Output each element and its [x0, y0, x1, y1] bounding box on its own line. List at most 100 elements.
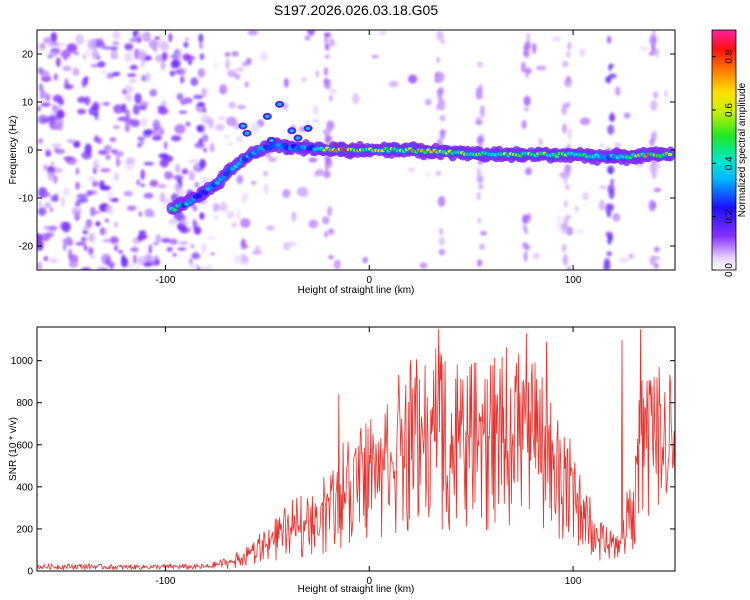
heatmap-cell	[240, 218, 251, 228]
heatmap-cell	[113, 104, 124, 114]
snr-frame	[36, 326, 676, 572]
heatmap-cell	[120, 116, 126, 121]
heatmap-noise	[37, 30, 668, 270]
heatmap-cell	[477, 191, 481, 201]
heatmap-cell	[61, 52, 72, 57]
heatmap-cell	[178, 241, 189, 246]
heatmap-cell	[225, 58, 230, 70]
heatmap-cell	[523, 50, 528, 56]
heatmap-cell	[226, 116, 237, 127]
heatmap-cell	[269, 138, 274, 142]
heatmap-cell	[168, 32, 173, 43]
heatmap-cell	[140, 58, 146, 67]
heatmap-cell	[137, 234, 148, 240]
heatmap-cell	[166, 247, 173, 252]
heatmap-cell	[112, 30, 121, 40]
heatmap-cell	[566, 51, 571, 58]
heatmap-cell	[44, 202, 51, 209]
heatmap-cell	[39, 89, 46, 100]
heatmap-cell	[282, 189, 291, 199]
heatmap-cell	[81, 151, 92, 160]
heatmap-cell	[63, 243, 67, 251]
heatmap-cell	[240, 124, 246, 128]
heatmap-cell	[236, 210, 241, 221]
heatmap-cell	[324, 67, 328, 77]
heatmap-cell	[212, 202, 219, 213]
heatmap-cell	[607, 75, 612, 84]
heatmap-cell	[168, 218, 178, 225]
heatmap-y-label: Frequency (Hz)	[8, 116, 19, 185]
heatmap-cell	[82, 230, 89, 235]
heatmap-cell	[654, 262, 659, 269]
heatmap-cell	[476, 136, 484, 145]
heatmap-cell	[653, 91, 659, 99]
heatmap-cell	[223, 171, 230, 177]
heatmap-cell	[607, 234, 612, 245]
heatmap-cell	[170, 135, 182, 142]
heatmap-cell	[45, 150, 52, 157]
heatmap-cell	[68, 248, 73, 260]
heatmap-cell	[154, 36, 161, 40]
heatmap-cell	[161, 237, 171, 243]
heatmap-cell	[315, 70, 320, 78]
heatmap-cell	[562, 102, 567, 110]
heatmap-cell	[615, 86, 621, 96]
heatmap-cell	[480, 230, 487, 236]
heatmap-cell	[193, 204, 197, 212]
heatmap-cell	[40, 102, 51, 107]
heatmap-cell	[153, 48, 157, 52]
heatmap-cell	[129, 37, 140, 43]
heatmap-cell	[169, 238, 178, 245]
heatmap-cell	[178, 110, 188, 114]
heatmap-cell	[80, 197, 89, 203]
heatmap-cell	[133, 254, 137, 265]
heatmap-cell	[371, 54, 379, 59]
snr-x-label: Height of straight line (km)	[298, 584, 415, 595]
heatmap-cell	[179, 227, 189, 234]
heatmap-cell	[125, 109, 130, 120]
heatmap-cell	[440, 128, 445, 141]
heatmap-cell	[236, 162, 241, 166]
heatmap-cell	[109, 264, 114, 270]
heatmap-cell	[84, 96, 91, 106]
heatmap-cell	[562, 123, 567, 134]
heatmap-cell	[159, 158, 169, 168]
heatmap-cell	[37, 233, 43, 244]
heatmap-cell	[127, 73, 137, 78]
heatmap-cell	[98, 102, 104, 106]
heatmap-cell	[82, 54, 87, 60]
heatmap-cell	[566, 102, 571, 109]
heatmap-cell	[478, 184, 484, 190]
heatmap-cell	[234, 73, 241, 80]
heatmap-cell	[562, 254, 569, 266]
heatmap-cell	[437, 195, 446, 207]
heatmap-cell	[120, 257, 129, 268]
heatmap-cell	[324, 135, 333, 143]
heatmap-cell	[105, 154, 111, 161]
heatmap-cell	[250, 181, 257, 185]
heatmap-cell	[129, 119, 141, 128]
heatmap-cell	[158, 153, 169, 159]
heatmap-cell	[228, 101, 236, 109]
heatmap-cell	[283, 77, 289, 88]
heatmap-cell	[419, 262, 428, 269]
heatmap-cell	[56, 124, 64, 131]
heatmap-cell	[608, 189, 615, 200]
heatmap-cell	[582, 192, 590, 201]
heatmap-cell	[109, 236, 119, 244]
heatmap-cell	[521, 119, 527, 130]
heatmap-cell	[164, 171, 173, 180]
heatmap-cell	[75, 241, 86, 246]
heatmap-cell	[143, 129, 154, 135]
x-tick-label: 0	[366, 275, 372, 286]
heatmap-cell	[161, 99, 167, 108]
heatmap-cell	[191, 252, 201, 260]
y-tick-label: 400	[16, 482, 33, 493]
heatmap-cell	[436, 30, 444, 41]
heatmap-cell	[579, 48, 586, 57]
heatmap-cell	[159, 192, 166, 203]
heatmap-cell	[291, 211, 297, 222]
heatmap-cell	[200, 114, 211, 124]
heatmap-cell	[326, 120, 335, 131]
